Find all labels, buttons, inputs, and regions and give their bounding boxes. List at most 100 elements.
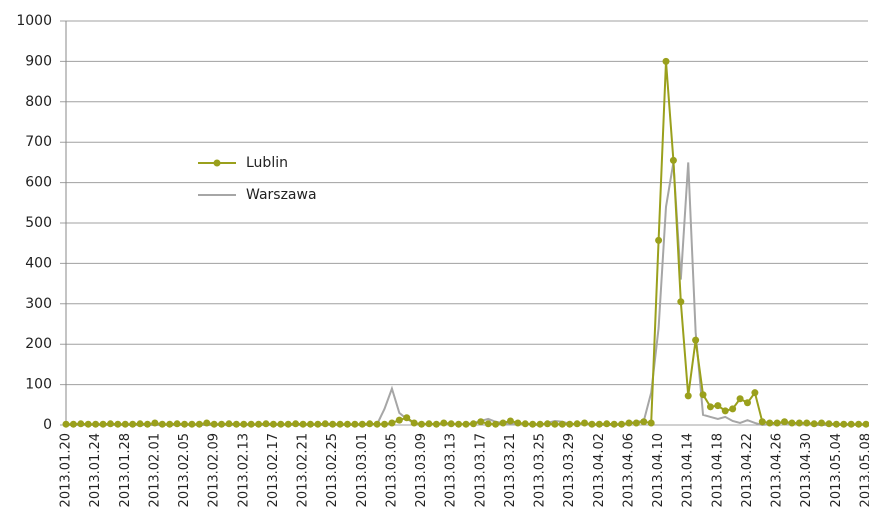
data-point — [766, 419, 773, 426]
data-point — [618, 421, 625, 428]
data-point — [344, 421, 351, 428]
data-point — [685, 392, 692, 399]
data-point — [388, 419, 395, 426]
data-point — [774, 419, 781, 426]
data-point — [781, 418, 788, 425]
data-point — [351, 421, 358, 428]
data-point — [166, 421, 173, 428]
data-point — [77, 420, 84, 427]
data-point — [85, 421, 92, 428]
data-point — [285, 421, 292, 428]
legend-label: Lublin — [246, 155, 288, 171]
data-point — [714, 402, 721, 409]
x-tick-label: 2013.04.02 — [592, 433, 607, 507]
data-point — [492, 421, 499, 428]
data-point — [107, 420, 114, 427]
data-point — [833, 421, 840, 428]
data-point — [396, 417, 403, 424]
data-point — [788, 419, 795, 426]
data-point — [848, 421, 855, 428]
x-tick-label: 2013.01.28 — [118, 433, 133, 507]
data-point — [307, 421, 314, 428]
data-point — [811, 420, 818, 427]
data-point — [196, 421, 203, 428]
data-point — [514, 419, 521, 426]
x-tick-label: 2013.02.01 — [147, 433, 162, 507]
x-tick-label: 2013.04.10 — [651, 433, 666, 507]
data-point — [611, 421, 618, 428]
data-point — [255, 421, 262, 428]
x-tick-label: 2013.04.30 — [799, 433, 814, 507]
data-point — [248, 421, 255, 428]
data-point — [759, 418, 766, 425]
y-tick-label: 700 — [25, 134, 52, 150]
data-point — [70, 421, 77, 428]
data-point — [440, 419, 447, 426]
data-point — [477, 418, 484, 425]
x-tick-label: 2013.04.26 — [770, 433, 785, 507]
data-point — [751, 389, 758, 396]
data-point — [411, 419, 418, 426]
data-point — [485, 420, 492, 427]
x-tick-label: 2013.03.17 — [473, 433, 488, 507]
data-point — [114, 421, 121, 428]
y-tick-label: 1000 — [16, 13, 52, 29]
data-point — [596, 421, 603, 428]
data-point — [707, 403, 714, 410]
data-point — [840, 421, 847, 428]
data-point — [677, 298, 684, 305]
data-point — [63, 421, 70, 428]
data-point — [92, 421, 99, 428]
data-point — [137, 420, 144, 427]
y-tick-label: 100 — [25, 377, 52, 393]
x-tick-label: 2013.04.18 — [710, 433, 725, 507]
x-tick-label: 2013.03.21 — [503, 433, 518, 507]
data-point — [100, 421, 107, 428]
data-point — [825, 420, 832, 427]
data-point — [263, 420, 270, 427]
data-point — [544, 420, 551, 427]
data-point — [129, 421, 136, 428]
data-point — [359, 421, 366, 428]
x-tick-label: 2013.01.24 — [88, 433, 103, 507]
data-point — [270, 421, 277, 428]
data-point — [648, 419, 655, 426]
y-tick-label: 800 — [25, 94, 52, 110]
data-point — [366, 420, 373, 427]
data-point — [233, 421, 240, 428]
data-point — [448, 420, 455, 427]
data-point — [418, 421, 425, 428]
data-point — [337, 421, 344, 428]
data-point — [855, 421, 862, 428]
data-point — [588, 421, 595, 428]
data-point — [818, 419, 825, 426]
data-point — [374, 421, 381, 428]
data-point — [470, 420, 477, 427]
series-line — [66, 162, 866, 425]
data-point — [425, 420, 432, 427]
x-tick-label: 2013.03.13 — [444, 433, 459, 507]
x-tick-label: 2013.03.05 — [384, 433, 399, 507]
y-tick-label: 0 — [43, 417, 52, 433]
y-tick-label: 400 — [25, 255, 52, 271]
data-point — [537, 421, 544, 428]
data-point — [603, 420, 610, 427]
data-point — [551, 421, 558, 428]
x-tick-label: 2013.04.22 — [740, 433, 755, 507]
data-point — [700, 391, 707, 398]
data-point — [463, 421, 470, 428]
x-tick-label: 2013.03.01 — [355, 433, 370, 507]
data-point — [507, 417, 514, 424]
x-tick-label: 2013.04.14 — [681, 433, 696, 507]
data-point — [722, 407, 729, 414]
data-point — [566, 421, 573, 428]
data-point — [625, 419, 632, 426]
x-tick-label: 2013.03.29 — [562, 433, 577, 507]
data-point — [692, 337, 699, 344]
data-point — [225, 420, 232, 427]
data-point — [522, 420, 529, 427]
data-point — [863, 421, 869, 428]
y-tick-label: 900 — [25, 53, 52, 69]
data-point — [329, 421, 336, 428]
data-point — [314, 421, 321, 428]
